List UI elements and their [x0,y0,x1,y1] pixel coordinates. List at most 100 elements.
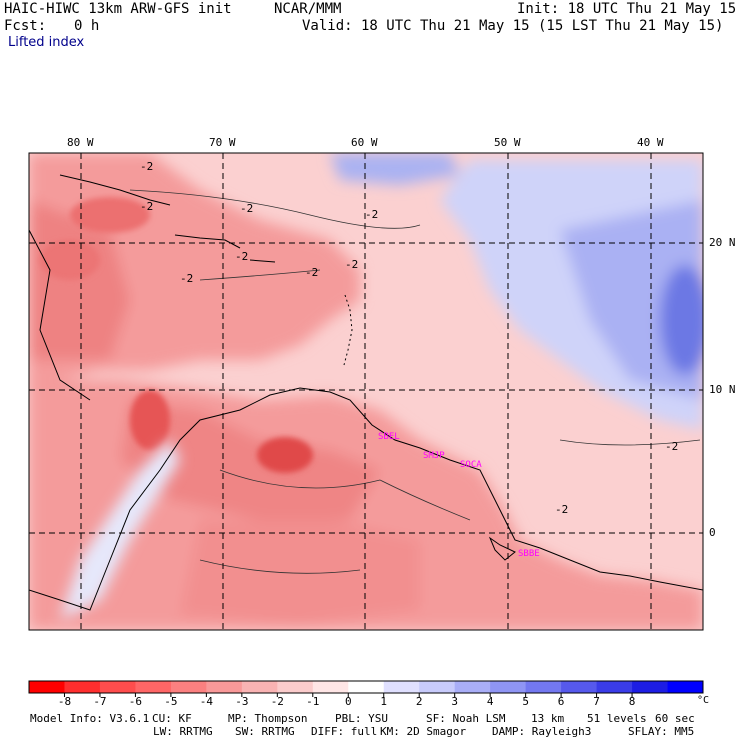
contour-line [199,269,321,281]
contour-label: -2 [140,200,154,213]
colorbar-swatch [561,681,597,693]
colorbar-tick-label: -6 [128,695,143,708]
footer-mp: MP: Thompson [228,712,308,725]
field-negative-west [29,200,130,360]
field-negative-amazon [180,520,420,625]
footer-lw: LW: RRTMG [153,725,213,738]
colorbar-swatch [170,681,207,693]
lat-label-10n: 10 N [709,383,736,396]
colorbar-tick-label: -8 [57,695,72,708]
field-positive-north [330,153,460,185]
lat-label-20n: 20 N [709,236,736,249]
field-negative-venezuela [120,400,380,520]
footer-km: KM: 2D Smagor [380,725,467,738]
valid-time: Valid: 18 UTC Thu 21 May 15 (15 LST Thu … [302,18,724,34]
field-core-guiana [257,437,313,473]
model-title: HAIC-HIWC 13km ARW-GFS init [4,1,232,17]
colorbar-tick-label: 3 [451,695,458,708]
forecast-label: Fcst: [4,18,47,34]
contour-label: -2 [240,202,254,215]
colorbar-tick-label: -2 [270,695,284,708]
colorbar-tick-label: 5 [522,695,529,708]
footer-diff: DIFF: full [311,725,378,738]
lon-label-40w: 40 W [637,136,664,149]
colorbar-tick-label: 0 [344,695,352,708]
contour-label: -2 [140,160,154,173]
colorbar [28,680,704,697]
coastline-central-america [29,229,91,401]
colorbar-swatch [525,681,562,693]
colorbar-swatch [632,681,668,693]
colorbar-tick-label: 8 [628,695,636,708]
coastline-south-america [29,387,703,611]
contour-label: -2 [235,250,249,263]
field-core-hispaniola [70,197,150,233]
footer-sw: SW: RRTMG [235,725,295,738]
colorbar-swatch [277,681,314,693]
forecast-hour: 0 h [74,18,100,34]
colorbar-swatch [454,681,491,693]
station-label-soca: SOCA [460,460,482,470]
contour-line [559,439,701,446]
coastline-cuba [59,174,171,206]
org-label: NCAR/MMM [274,1,342,17]
colorbar-tick-label: -1 [306,695,320,708]
colorbar-swatch [29,681,65,693]
colorbar-swatch [419,681,456,693]
colorbar-swatch [383,681,420,693]
coastline-lesser-antilles [343,294,353,366]
colorbar-tick-label: -7 [93,695,107,708]
init-time: Init: 18 UTC Thu 21 May 15 [517,1,737,17]
colorbar-tick-label: -4 [199,695,213,708]
colorbar-swatch [135,681,172,693]
contour-line [199,559,361,574]
contour-label: -2 [180,272,194,285]
lat-label-0: 0 [709,526,716,539]
colorbar-tick-label: 6 [557,695,565,708]
colorbar-tick-label: 1 [380,695,388,708]
colorbar-tick-label: -3 [235,695,249,708]
lon-label-60w: 60 W [351,136,378,149]
colorbar-frame [28,680,704,694]
field-positive-andes [60,440,180,620]
coastline-amazon-delta [488,536,516,561]
lon-label-80w: 80 W [67,136,94,149]
footer-resolution: 13 km [531,712,565,725]
coastline-hispaniola [174,234,241,249]
footer-cu: CU: KF [152,712,192,725]
footer-timestep: 60 sec [655,712,695,725]
colorbar-tick-label: -5 [164,695,178,708]
footer-sf: SF: Noah LSM [426,712,506,725]
field-positive-core-east [660,265,703,375]
colorbar-swatch [490,681,527,693]
station-label-sbbe: SBBE [518,549,540,559]
lon-label-70w: 70 W [209,136,236,149]
contour-line [219,469,471,521]
footer-damp: DAMP: Rayleigh3 [492,725,592,738]
colorbar-swatch [241,681,278,693]
contour-label: -2 [555,503,569,516]
graticule [29,153,703,630]
field-name: Lifted index [8,35,85,50]
field-core-jamaica [40,240,100,280]
colorbar-swatch [312,681,349,693]
contour-label: -2 [345,258,359,271]
colorbar-swatch [667,681,704,693]
contour-line [129,189,421,229]
footer-pbl: PBL: YSU [335,712,388,725]
colorbar-tick-label: 4 [486,695,494,708]
footer-sflay: SFLAY: MM5 [628,725,695,738]
coastline-puerto-rico [249,259,276,263]
field-core-colombia [130,390,170,450]
colorbar-swatch [64,681,101,693]
station-label-sbel: SBEL [378,432,400,442]
contour-label: -2 [365,208,379,221]
colorbar-swatch [206,681,243,693]
contour-label: -2 [305,266,319,279]
map-frame [28,152,704,631]
station-label-smjp: SMJP [423,451,445,461]
footer-model-info: Model Info: V3.6.1 [30,712,150,725]
colorbar-unit: °C [697,695,710,706]
lon-label-50w: 50 W [494,136,521,149]
